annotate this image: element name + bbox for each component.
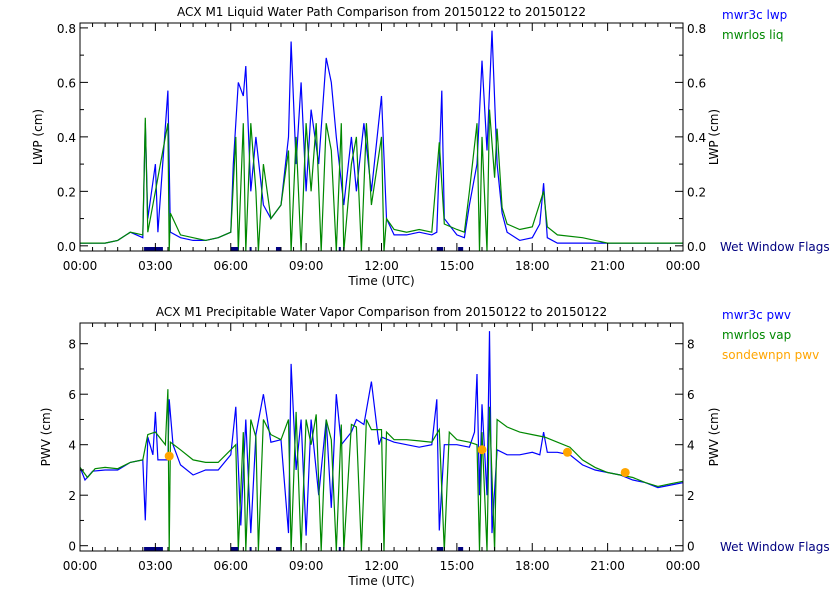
y-tick-label-right: 0.6	[687, 76, 706, 90]
y-tick-label-right: 0	[687, 540, 695, 554]
y-axis-label: LWP (cm)	[31, 109, 45, 165]
wet-window-flag	[144, 547, 163, 551]
x-tick-label: 06:00	[213, 259, 248, 273]
x-tick-label: 03:00	[138, 559, 173, 573]
y-tick-label-right: 0.4	[687, 131, 706, 145]
legend-entry: mwrlos liq	[722, 28, 783, 42]
wet-window-flag	[230, 247, 239, 251]
wet-window-flag	[144, 247, 163, 251]
legend-entry: mwr3c lwp	[722, 8, 787, 22]
panel-lwp: ACX M1 Liquid Water Path Comparison from…	[31, 5, 830, 288]
wet-window-flag	[436, 247, 444, 251]
y-axis-label: PWV (cm)	[39, 408, 53, 467]
sonde-point	[562, 447, 572, 457]
x-tick-label: 18:00	[515, 259, 550, 273]
y-tick-label: 4	[68, 439, 76, 453]
y-tick-label-right: 0.8	[687, 22, 706, 36]
x-tick-label: 00:00	[666, 259, 701, 273]
y-tick-label: 0.8	[57, 22, 76, 36]
x-tick-label: 15:00	[440, 559, 475, 573]
y-tick-label-right: 2	[687, 489, 695, 503]
x-tick-label: 03:00	[138, 259, 173, 273]
y-tick-label: 0.2	[57, 185, 76, 199]
y-tick-label: 2	[68, 489, 76, 503]
x-tick-label: 06:00	[213, 559, 248, 573]
y-tick-label: 0.0	[57, 240, 76, 254]
x-axis-label: Time (UTC)	[347, 574, 414, 588]
x-tick-label: 18:00	[515, 559, 550, 573]
panel-pwv: ACX M1 Precipitable Water Vapor Comparis…	[39, 305, 830, 588]
series-line-mwrlos-liq	[80, 109, 683, 251]
series-line-mwr3c-lwp	[80, 30, 683, 244]
wet-window-flag	[249, 547, 252, 551]
x-tick-label: 21:00	[590, 559, 625, 573]
flags-label: Wet Window Flags	[720, 540, 830, 554]
wet-window-flag	[249, 247, 252, 251]
y-tick-label-right: 0.0	[687, 240, 706, 254]
x-tick-label: 21:00	[590, 259, 625, 273]
wet-window-flag	[338, 547, 341, 551]
y-tick-label: 8	[68, 338, 76, 352]
y-axis-label-right: LWP (cm)	[707, 109, 721, 165]
chart-title: ACX M1 Liquid Water Path Comparison from…	[177, 5, 586, 19]
sonde-point	[620, 467, 630, 477]
legend-entry: mwrlos vap	[722, 328, 791, 342]
x-tick-label: 00:00	[63, 559, 98, 573]
chart-title: ACX M1 Precipitable Water Vapor Comparis…	[156, 305, 607, 319]
y-tick-label: 6	[68, 388, 76, 402]
wet-window-flag	[458, 547, 464, 551]
wet-window-flag	[458, 247, 464, 251]
wet-window-flag	[275, 547, 281, 551]
x-tick-label: 09:00	[289, 259, 324, 273]
wet-window-flag	[436, 547, 444, 551]
y-tick-label: 0.4	[57, 131, 76, 145]
y-tick-label: 0	[68, 540, 76, 554]
y-tick-label-right: 8	[687, 338, 695, 352]
wet-window-flag	[230, 547, 239, 551]
legend-entry: sondewnpn pwv	[722, 348, 819, 362]
sonde-point	[477, 445, 487, 455]
y-tick-label-right: 0.2	[687, 185, 706, 199]
legend-entry: mwr3c pwv	[722, 308, 791, 322]
wet-window-flag	[275, 247, 281, 251]
y-tick-label-right: 4	[687, 439, 695, 453]
series-line-mwrlos-vap	[80, 389, 683, 551]
y-axis-label-right: PWV (cm)	[707, 408, 721, 467]
x-tick-label: 15:00	[440, 259, 475, 273]
x-tick-label: 00:00	[63, 259, 98, 273]
wet-window-flag	[338, 247, 341, 251]
x-tick-label: 09:00	[289, 559, 324, 573]
flags-label: Wet Window Flags	[720, 240, 830, 254]
sonde-point	[164, 451, 174, 461]
x-tick-label: 00:00	[666, 559, 701, 573]
y-tick-label-right: 6	[687, 388, 695, 402]
x-tick-label: 12:00	[364, 259, 399, 273]
x-axis-label: Time (UTC)	[347, 274, 414, 288]
y-tick-label: 0.6	[57, 76, 76, 90]
x-tick-label: 12:00	[364, 559, 399, 573]
